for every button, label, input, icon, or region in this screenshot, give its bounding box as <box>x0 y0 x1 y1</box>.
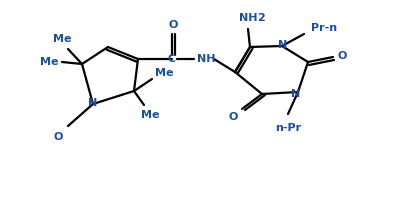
Text: O: O <box>229 112 238 122</box>
Text: O: O <box>53 132 63 142</box>
Text: N: N <box>88 98 98 108</box>
Text: Me: Me <box>155 68 173 78</box>
Text: NH: NH <box>239 13 257 23</box>
Text: Me: Me <box>53 34 71 44</box>
Text: Pr-n: Pr-n <box>311 23 337 33</box>
Text: Me: Me <box>141 110 159 120</box>
Text: n-Pr: n-Pr <box>275 123 301 133</box>
Text: NH: NH <box>197 54 215 64</box>
Text: O: O <box>337 51 347 61</box>
Text: N: N <box>279 40 288 50</box>
Text: O: O <box>168 20 178 30</box>
Text: 2: 2 <box>257 13 265 23</box>
Text: N: N <box>291 89 301 99</box>
Text: C: C <box>168 54 176 64</box>
Text: Me: Me <box>40 57 58 67</box>
